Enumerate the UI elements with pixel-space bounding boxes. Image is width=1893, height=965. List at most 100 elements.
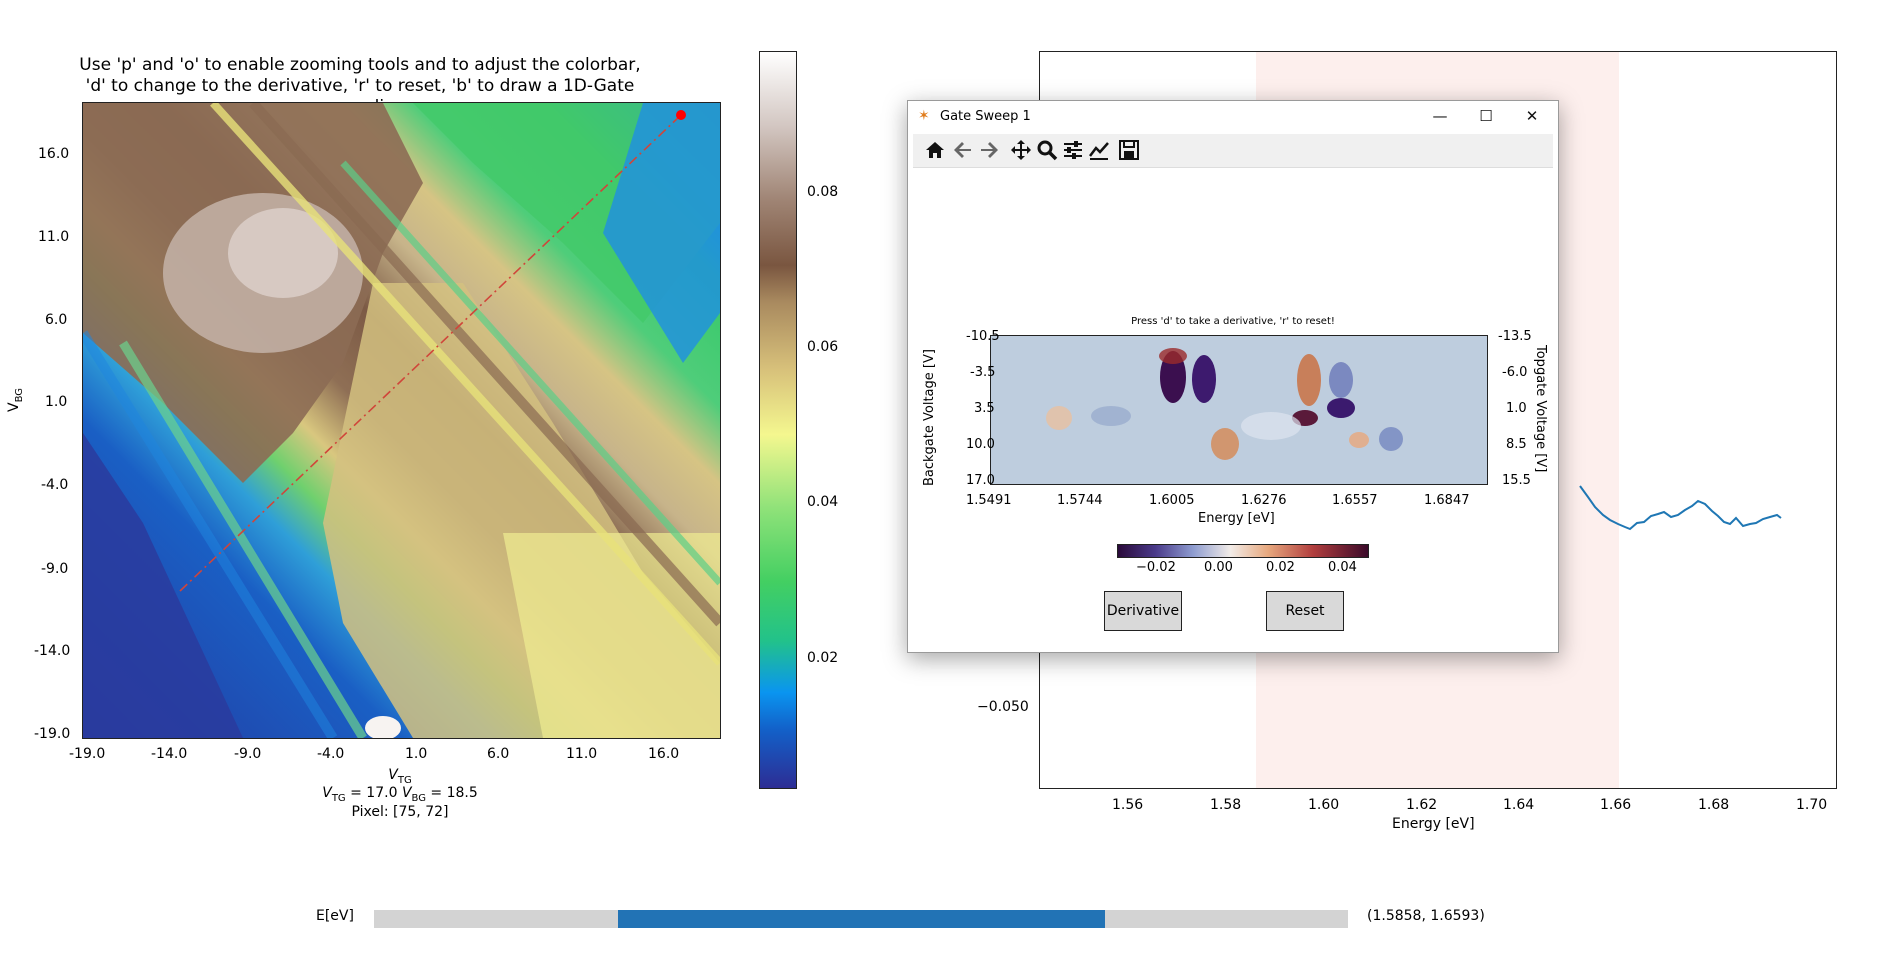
xtick-label: 16.0 — [648, 746, 680, 762]
sweep-cbar-tick: 0.02 — [1266, 560, 1295, 575]
xtick-label: 1.68 — [1698, 797, 1730, 813]
xtick-label: 1.66 — [1600, 797, 1632, 813]
ytick-label: -4.0 — [41, 477, 69, 493]
app-icon: ✶ — [918, 108, 930, 124]
sweep-heatmap[interactable] — [990, 335, 1488, 485]
ytick-label: 11.0 — [38, 229, 70, 245]
zoom-magnifier-icon[interactable] — [1035, 138, 1059, 162]
colorbar-tick-label: 0.06 — [807, 339, 839, 355]
cursor-voltage-readout: VTG = 17.0 VBG = 18.5 — [250, 784, 550, 808]
sweep-endpoint-marker — [676, 110, 686, 120]
gate-map-heatmap[interactable] — [82, 102, 721, 739]
readout-vtg-value: = 17.0 — [350, 785, 398, 801]
topgate-tick: 1.0 — [1506, 401, 1527, 416]
home-icon[interactable] — [923, 138, 947, 162]
energy-range-slider[interactable] — [374, 910, 1348, 928]
window-title: Gate Sweep 1 — [940, 109, 1031, 124]
ylabel-subscript: BG — [13, 387, 25, 403]
ytick-label: 1.0 — [45, 394, 68, 410]
derivative-instruction: Press 'd' to take a derivative, 'r' to r… — [1131, 316, 1335, 327]
energy-tick: 1.5744 — [1057, 493, 1103, 508]
xtick-label: 6.0 — [487, 746, 510, 762]
xtick-label: -19.0 — [69, 746, 106, 762]
readout-vtg-sub: TG — [331, 792, 346, 804]
xtick-label: 1.58 — [1210, 797, 1242, 813]
ytick-label: -9.0 — [41, 561, 69, 577]
gate-map-image — [83, 103, 720, 738]
backgate-axis-label: Backgate Voltage [V] — [922, 349, 937, 486]
gate-sweep-window[interactable]: ✶ Gate Sweep 1 — ☐ ✕ Press 'd' to take a… — [907, 100, 1559, 653]
ytick-label: 16.0 — [38, 146, 70, 162]
reset-button[interactable]: Reset — [1266, 591, 1344, 631]
xtick-label: 1.56 — [1112, 797, 1144, 813]
configure-subplots-icon[interactable] — [1061, 138, 1085, 162]
xtick-label: 1.64 — [1503, 797, 1535, 813]
right-ytick-label: −0.050 — [977, 699, 1029, 715]
sweep-cbar-tick: 0.00 — [1204, 560, 1233, 575]
energy-range-selection[interactable] — [617, 910, 1105, 928]
derivative-button[interactable]: Derivative — [1104, 591, 1182, 631]
energy-tick: 1.6557 — [1332, 493, 1378, 508]
xtick-label: -9.0 — [234, 746, 262, 762]
xtick-label: 1.60 — [1308, 797, 1340, 813]
topgate-axis-label: Topgate Voltage [V] — [1533, 345, 1548, 473]
xtick-label: 1.62 — [1406, 797, 1438, 813]
energy-tick: 1.6847 — [1424, 493, 1470, 508]
colorbar — [759, 51, 797, 789]
backgate-tick: -10.5 — [966, 329, 1000, 344]
minimize-icon[interactable]: — — [1432, 107, 1448, 125]
left-ylabel: VBG — [6, 388, 25, 412]
backgate-tick: 10.0 — [966, 437, 995, 452]
plot-toolbar — [913, 134, 1553, 168]
readout-vbg-value: = 18.5 — [430, 785, 478, 801]
right-xlabel: Energy [eV] — [1392, 816, 1475, 832]
backgate-tick: -3.5 — [970, 365, 996, 380]
ylabel-main: V — [6, 402, 22, 412]
colorbar-tick-label: 0.08 — [807, 184, 839, 200]
readout-vbg-sub: BG — [411, 792, 426, 804]
colorbar-tick-label: 0.04 — [807, 494, 839, 510]
energy-slider-label: E[eV] — [316, 908, 354, 924]
ytick-label: 6.0 — [45, 312, 68, 328]
spectrum-line-svg — [1579, 485, 1782, 531]
close-icon[interactable]: ✕ — [1525, 107, 1539, 125]
forward-arrow-icon[interactable] — [977, 138, 1001, 162]
readout-vtg-symbol: V — [322, 785, 332, 801]
readout-vbg-symbol: V — [401, 785, 412, 801]
energy-tick: 1.6276 — [1241, 493, 1287, 508]
sweep-colorbar — [1117, 544, 1369, 558]
xtick-label: -14.0 — [151, 746, 188, 762]
window-titlebar[interactable]: ✶ Gate Sweep 1 — ☐ ✕ — [908, 101, 1558, 131]
topgate-tick: -6.0 — [1502, 365, 1528, 380]
xlabel-main: V — [388, 767, 398, 783]
ytick-label: -19.0 — [34, 726, 71, 742]
topgate-tick: 8.5 — [1506, 437, 1527, 452]
xtick-label: 1.0 — [405, 746, 428, 762]
maximize-icon[interactable]: ☐ — [1479, 107, 1493, 125]
xtick-label: -4.0 — [317, 746, 345, 762]
backgate-tick: 17.0 — [966, 473, 995, 488]
save-floppy-icon[interactable] — [1117, 138, 1141, 162]
sweep-cbar-tick: −0.02 — [1136, 560, 1176, 575]
xlabel-vtg: VTG — [250, 766, 550, 790]
energy-tick: 1.6005 — [1149, 493, 1195, 508]
colorbar-tick-label: 0.02 — [807, 650, 839, 666]
edit-axis-icon[interactable] — [1087, 138, 1111, 162]
gate-sweep-line — [179, 114, 682, 592]
sweep-energy-label: Energy [eV] — [1198, 511, 1275, 526]
backgate-tick: 3.5 — [974, 401, 995, 416]
ytick-label: -14.0 — [34, 643, 71, 659]
spectrum-line — [1579, 485, 1782, 531]
xtick-label: 11.0 — [566, 746, 598, 762]
back-arrow-icon[interactable] — [951, 138, 975, 162]
title-line-1: Use 'p' and 'o' to enable zooming tools … — [79, 55, 641, 75]
sweep-heatmap-image — [991, 336, 1487, 484]
energy-range-value: (1.5858, 1.6593) — [1367, 908, 1485, 924]
topgate-tick: -13.5 — [1498, 329, 1532, 344]
sweep-cbar-tick: 0.04 — [1328, 560, 1357, 575]
energy-tick: 1.5491 — [966, 493, 1012, 508]
xlabel-subscript: TG — [397, 774, 412, 786]
pan-move-icon[interactable] — [1009, 138, 1033, 162]
xtick-label: 1.70 — [1796, 797, 1828, 813]
topgate-tick: 15.5 — [1502, 473, 1531, 488]
